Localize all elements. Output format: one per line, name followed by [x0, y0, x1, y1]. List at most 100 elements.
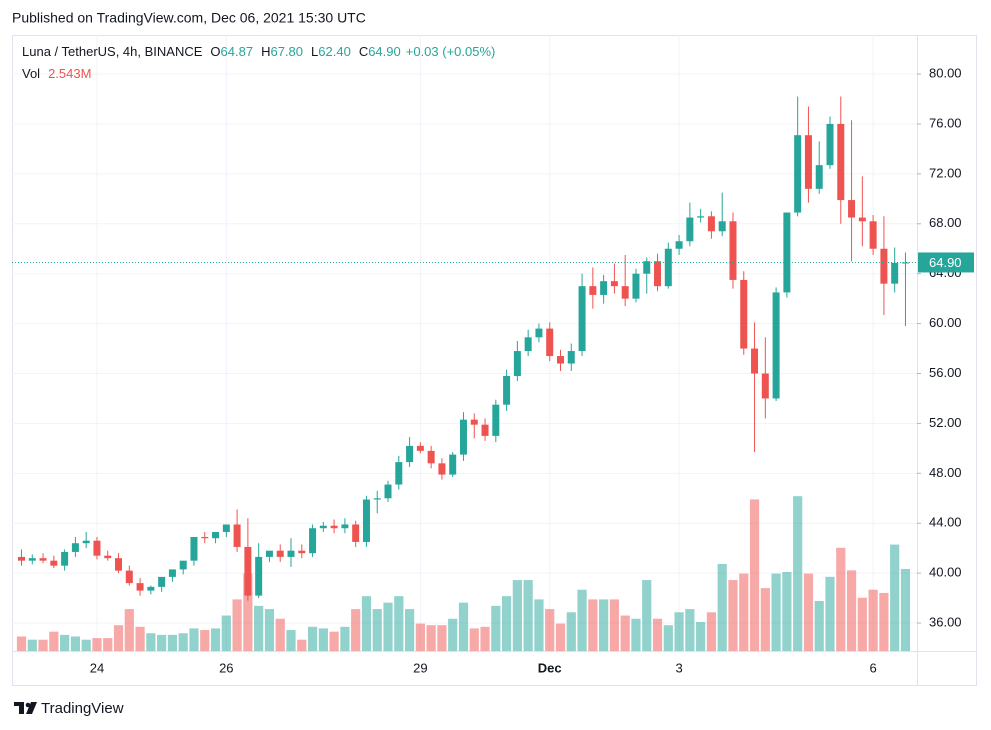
footer-logo	[14, 702, 37, 714]
candle-body	[729, 221, 737, 280]
volume-bar	[351, 609, 361, 651]
candle-body	[168, 569, 176, 577]
volume-bar	[631, 618, 641, 651]
volume-bar	[728, 580, 738, 651]
volume-bar	[361, 596, 372, 651]
y-tick-label: 80.00	[929, 65, 962, 80]
candle-body	[82, 540, 90, 544]
candle-body	[481, 424, 489, 436]
volume-bar	[491, 605, 501, 651]
volume-bar	[760, 588, 770, 651]
volume-bar	[286, 630, 296, 651]
candle-body	[848, 200, 856, 218]
volume-bar	[846, 570, 857, 651]
candle-body	[783, 212, 791, 293]
candle-body	[740, 279, 748, 349]
candle-body	[600, 281, 608, 295]
volume-bar	[814, 601, 824, 651]
candle-body	[309, 528, 317, 554]
legend-value: 64.90	[368, 44, 401, 59]
volume-bar	[340, 626, 350, 651]
volume-bar	[717, 563, 727, 651]
volume-bar	[803, 573, 814, 651]
volume-bar	[523, 580, 533, 651]
candle-body	[330, 525, 338, 529]
volume-bar	[749, 499, 760, 651]
y-tick-label: 72.00	[929, 165, 962, 180]
volume-bar	[458, 602, 469, 651]
y-tick-label: 76.00	[929, 115, 962, 130]
volume-bar	[243, 573, 253, 651]
y-tick-label: 48.00	[929, 465, 962, 480]
candle-body	[751, 348, 759, 374]
candle-body	[373, 498, 381, 500]
volume-bar	[706, 612, 717, 651]
candle-body	[158, 576, 166, 587]
candle-body	[664, 248, 672, 287]
volume-bar	[383, 602, 393, 651]
candle-body	[621, 286, 629, 299]
candle-body	[826, 123, 834, 166]
candle-body	[869, 221, 877, 249]
legend-key: O	[210, 44, 220, 59]
volume-bar	[782, 571, 792, 651]
legend-key: L	[311, 44, 318, 59]
volume-bar	[448, 618, 458, 651]
volume-bar	[771, 573, 781, 651]
candle-body	[71, 543, 79, 552]
candle-body	[535, 328, 543, 338]
volume-bar	[566, 612, 576, 651]
candle-body	[858, 217, 866, 222]
y-tick-label: 68.00	[929, 215, 962, 230]
x-tick-label: 24	[90, 660, 104, 675]
footer-brand: TradingView	[41, 700, 124, 717]
volume-bar	[394, 596, 404, 651]
candle-body	[643, 261, 651, 274]
volume-bar	[92, 638, 102, 651]
candle-body	[761, 373, 769, 399]
volume-bar	[275, 618, 285, 651]
volume-bar	[900, 568, 911, 651]
volume-bar	[437, 625, 447, 651]
candle-body	[632, 273, 640, 299]
candle-body	[201, 536, 209, 539]
volume-bar	[189, 628, 199, 651]
candle-body	[28, 558, 36, 561]
volume-bar	[38, 639, 48, 651]
candle-body	[115, 558, 123, 571]
candle-body	[438, 463, 446, 475]
legend-value: 62.40	[318, 44, 351, 59]
candle-body	[384, 484, 392, 499]
x-tick-label: 29	[413, 660, 427, 675]
candle-body	[654, 261, 662, 287]
candle-body	[513, 351, 521, 377]
volume-bar	[663, 625, 673, 651]
candle-body	[772, 292, 780, 399]
volume-bar	[836, 547, 846, 651]
volume-bar	[254, 605, 264, 651]
volume-bar	[27, 639, 37, 651]
volume-bar	[103, 638, 113, 651]
volume-bar	[372, 609, 382, 651]
volume-bar	[210, 628, 221, 651]
candle-body	[427, 450, 435, 464]
candle-body	[255, 556, 263, 596]
volume-bar	[307, 626, 318, 651]
volume-legend: Vol 2.543M	[22, 66, 91, 81]
y-tick-label: 52.00	[929, 415, 962, 430]
volume-bar	[81, 639, 91, 651]
volume-bar	[674, 612, 684, 651]
candle-body	[352, 524, 360, 542]
candle-body	[804, 135, 812, 189]
volume-title: Vol	[22, 66, 40, 81]
candle-body	[39, 558, 47, 561]
candle-body	[416, 445, 424, 451]
candle-body	[697, 216, 705, 218]
candle-body	[18, 556, 25, 561]
volume-bar	[480, 626, 490, 651]
candle-body	[589, 286, 597, 295]
candle-body	[406, 445, 414, 463]
candle-body	[891, 262, 899, 284]
candle-body	[610, 281, 618, 287]
